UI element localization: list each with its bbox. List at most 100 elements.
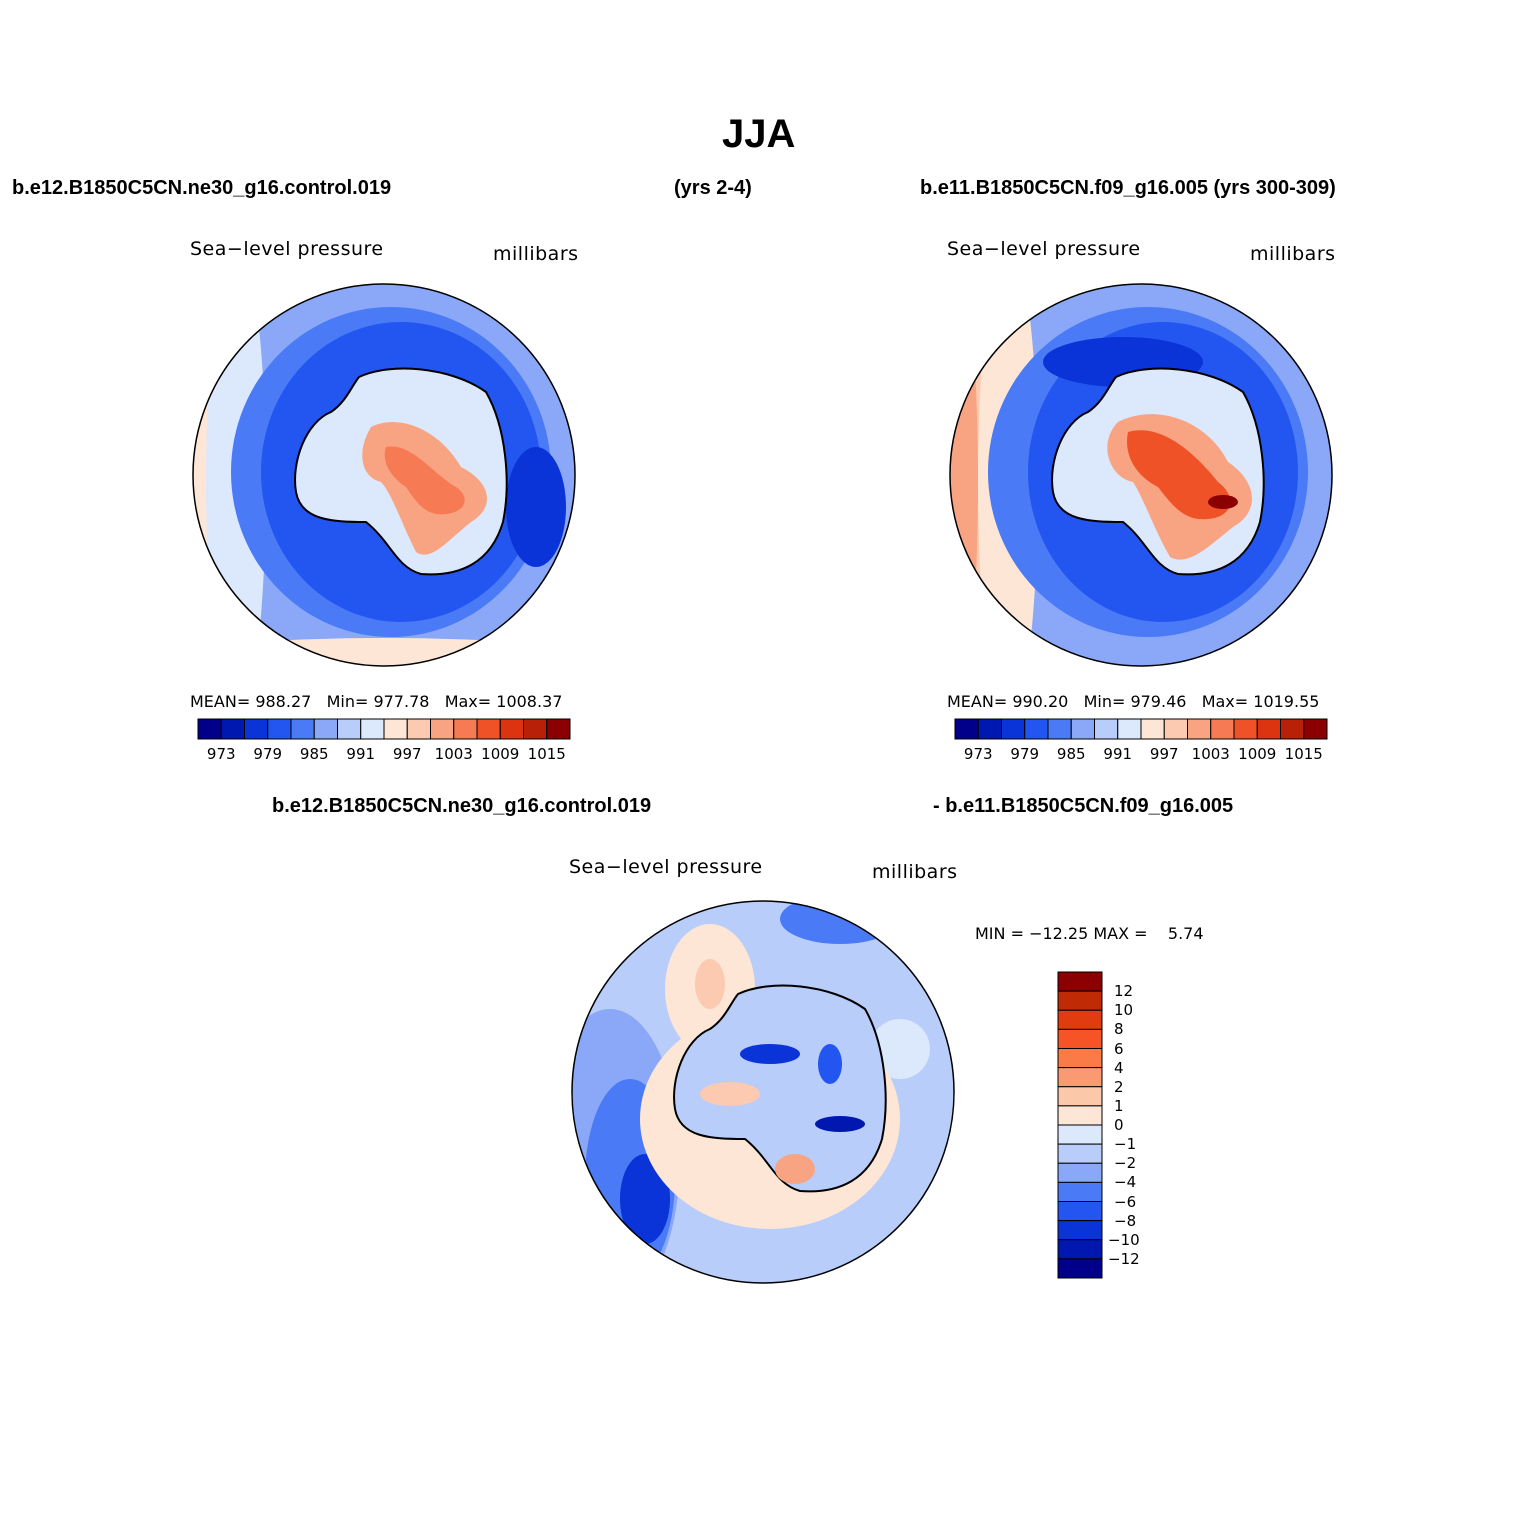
panel2-colorbar-swatch [1280, 718, 1305, 740]
panel3-colorbar-swatch [1057, 1009, 1103, 1030]
panel2-colorbar-tick-label: 1009 [1238, 745, 1277, 763]
panel3-colorbar [1057, 971, 1103, 1284]
panel1-colorbar-tick-label: 1015 [527, 745, 566, 763]
panel3-colorbar-tick-label: 12 [1114, 982, 1134, 1001]
panel1-units-label: millibars [493, 243, 579, 265]
panel1-colorbar-tick-label: 1003 [434, 745, 473, 763]
panel3-colorbar-tick-label: −8 [1114, 1211, 1137, 1230]
panel1-variable-label: Sea−level pressure [190, 238, 384, 260]
panel1-colorbar-swatch [430, 718, 455, 740]
panel1-colorbar-ticks: 973 979 985 991 997 1003 1009 1015 [198, 745, 570, 765]
panel3-variable-label: Sea−level pressure [569, 856, 763, 878]
panel3-colorbar-swatch [1057, 1162, 1103, 1183]
panel3-colorbar-swatch [1057, 971, 1103, 992]
panel1-colorbar-tick-label: 973 [206, 745, 236, 763]
panel2-colorbar-swatch [977, 718, 1002, 740]
panel2-colorbar-swatch [1233, 718, 1258, 740]
panel2-colorbar-swatch [1024, 718, 1049, 740]
panel3-colorbar-tick-label: −1 [1114, 1135, 1137, 1154]
panel3-colorbar-swatch [1057, 1143, 1103, 1164]
panel3-colorbar-swatch [1057, 1124, 1103, 1145]
panel2-polar-map [949, 283, 1333, 667]
panel3-colorbar-swatch [1057, 1086, 1103, 1107]
panel2-colorbar-ticks: 973 979 985 991 997 1003 1009 1015 [955, 745, 1327, 765]
panel3-colorbar-swatch [1057, 990, 1103, 1011]
panel2-colorbar-swatch [1070, 718, 1095, 740]
panel2-colorbar-swatch [1163, 718, 1188, 740]
diff-header-right: - b.e11.B1850C5CN.f09_g16.005 [933, 795, 1234, 817]
panel2-colorbar-swatch [1140, 718, 1165, 740]
panel1-colorbar-tick-label: 979 [253, 745, 283, 763]
panel1-colorbar-swatch [360, 718, 385, 740]
panel2-colorbar-swatch [1001, 718, 1026, 740]
panel2-units-label: millibars [1250, 243, 1336, 265]
panel3-colorbar-swatch [1057, 1105, 1103, 1126]
panel1-stats: MEAN= 988.27 Min= 977.78 Max= 1008.37 [190, 692, 563, 711]
panel2-stats: MEAN= 990.20 Min= 979.46 Max= 1019.55 [947, 692, 1320, 711]
panel2-colorbar-tick-label: 997 [1149, 745, 1179, 763]
panel3-colorbar-tick-label: 0 [1114, 1116, 1124, 1134]
panel1-colorbar-swatch [383, 718, 408, 740]
panel1-colorbar-swatch [197, 718, 222, 740]
panel1-colorbar-tick-label: 997 [392, 745, 422, 763]
panel3-colorbar-ticks: 12 10 8 6 4 2 1 0 −1 −2 −4 −6 −8 −10 −12 [1108, 971, 1168, 1279]
panel1-low-east [506, 447, 566, 567]
panel2-colorbar-swatch [1210, 718, 1235, 740]
panel1-colorbar-swatch [546, 718, 571, 740]
panel1-colorbar-tick-label: 1009 [481, 745, 520, 763]
panel2-colorbar-tick-label: 991 [1103, 745, 1133, 763]
panel3-stats: MIN = −12.25 MAX = 5.74 [975, 924, 1204, 943]
panel3-colorbar-swatch [1057, 1048, 1103, 1069]
panel1-polar-map [192, 283, 576, 667]
panel1-colorbar-swatch [337, 718, 362, 740]
panel3-colorbar-swatch [1057, 1181, 1103, 1202]
panel2-colorbar-tick-label: 973 [963, 745, 993, 763]
panel2-colorbar-tick-label: 979 [1010, 745, 1040, 763]
panel3-polar-map [571, 900, 955, 1284]
panel3-colorbar-tick-label: 4 [1114, 1058, 1124, 1077]
panel1-colorbar-swatch [313, 718, 338, 740]
panel3-colorbar-tick-label: −2 [1114, 1154, 1137, 1173]
panel3-colorbar-swatch [1057, 1220, 1103, 1241]
panel2-colorbar-swatch [1303, 718, 1328, 740]
panel2-variable-label: Sea−level pressure [947, 238, 1141, 260]
panel3-colorbar-tick-label: 2 [1114, 1077, 1124, 1096]
panel3-colorbar-tick-label: 8 [1114, 1020, 1124, 1039]
panel1-interior-core [384, 446, 465, 515]
panel1-colorbar-swatch [220, 718, 245, 740]
panel2-colorbar-swatch [1256, 718, 1281, 740]
panel1-map-border [192, 283, 576, 667]
panel3-colorbar-swatch [1057, 1028, 1103, 1049]
header-middle-years: (yrs 2-4) [674, 177, 752, 199]
panel1-colorbar-swatch [267, 718, 292, 740]
header-left-case: b.e12.B1850C5CN.ne30_g16.control.019 [12, 177, 392, 199]
panel1-colorbar-tick-label: 991 [346, 745, 376, 763]
panel3-colorbar-tick-label: 1 [1114, 1096, 1124, 1115]
panel3-units-label: millibars [872, 861, 958, 883]
panel2-colorbar-tick-label: 1003 [1191, 745, 1230, 763]
panel1-colorbar-tick-label: 985 [299, 745, 329, 763]
panel2-colorbar-swatch [954, 718, 979, 740]
panel2-colorbar-swatch [1047, 718, 1072, 740]
panel3-colorbar-swatch [1057, 1067, 1103, 1088]
panel3-colorbar-tick-label: −12 [1108, 1249, 1140, 1268]
panel1-colorbar-swatch [523, 718, 548, 740]
panel1-colorbar-swatch [290, 718, 315, 740]
panel1-colorbar-swatch [476, 718, 501, 740]
panel1-colorbar-swatch [453, 718, 478, 740]
panel1-colorbar-swatch [499, 718, 524, 740]
panel1-colorbar [197, 718, 571, 744]
header-right-case: b.e11.B1850C5CN.f09_g16.005 (yrs 300-309… [920, 177, 1336, 199]
panel3-colorbar-swatch [1057, 1239, 1103, 1260]
panel2-colorbar-swatch [1117, 718, 1142, 740]
panel2-colorbar-tick-label: 985 [1056, 745, 1086, 763]
panel1-south-band [193, 638, 575, 666]
panel2-colorbar-tick-label: 1015 [1284, 745, 1323, 763]
figure-title: JJA [722, 112, 796, 156]
panel1-colorbar-swatch [406, 718, 431, 740]
panel1-colorbar-swatch [244, 718, 269, 740]
panel3-colorbar-swatch [1057, 1258, 1103, 1279]
panel2-colorbar-swatch [1094, 718, 1119, 740]
panel3-continent [673, 984, 887, 1193]
panel3-colorbar-tick-label: −4 [1114, 1173, 1137, 1192]
